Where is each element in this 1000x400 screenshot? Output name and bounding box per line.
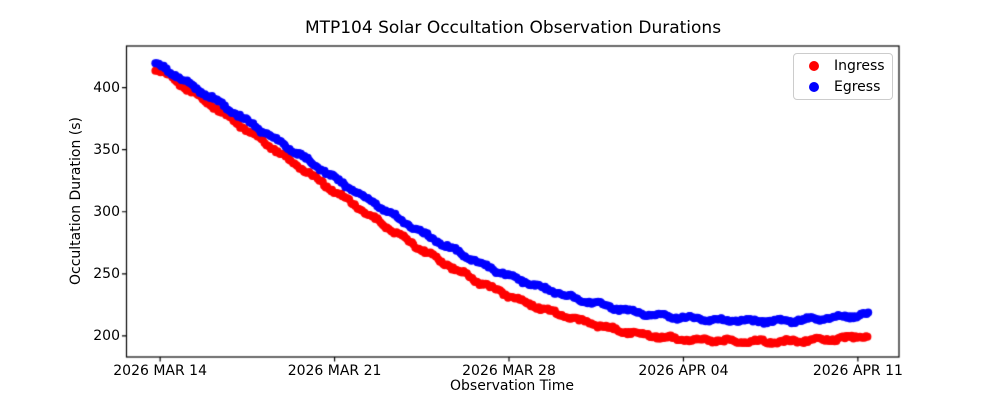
legend: Ingress Egress <box>793 53 893 100</box>
legend-label-egress: Egress <box>834 78 881 95</box>
x-tick-label: 2026 APR 04 <box>638 363 729 379</box>
y-tick-label: 350 <box>93 141 120 158</box>
x-tick-label: 2026 APR 11 <box>812 363 903 379</box>
y-tick-label: 400 <box>93 79 120 96</box>
y-tick-label: 250 <box>93 265 120 282</box>
y-axis-label: Occultation Duration (s) <box>68 117 84 285</box>
legend-item-ingress: Ingress <box>800 56 886 77</box>
chart-title: MTP104 Solar Occultation Observation Dur… <box>304 18 722 38</box>
egress-marker-icon <box>809 81 819 92</box>
legend-item-egress: Egress <box>800 77 886 98</box>
x-tick-label: 2026 MAR 21 <box>287 363 382 379</box>
y-tick-label: 300 <box>93 203 120 220</box>
ingress-marker-icon <box>809 61 819 72</box>
x-tick-label: 2026 MAR 14 <box>113 363 208 379</box>
x-axis-label: Observation Time <box>450 378 574 394</box>
legend-label-ingress: Ingress <box>834 58 885 75</box>
y-tick-label: 200 <box>93 327 120 344</box>
x-tick-label: 2026 MAR 28 <box>462 363 556 379</box>
